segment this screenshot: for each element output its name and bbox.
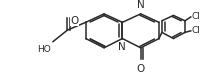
Text: N: N: [136, 0, 144, 10]
Text: HO: HO: [37, 45, 51, 54]
Text: N: N: [118, 42, 126, 52]
Text: Cl: Cl: [191, 26, 200, 35]
Text: O: O: [136, 64, 144, 74]
Text: Cl: Cl: [191, 12, 200, 21]
Text: O: O: [70, 16, 78, 26]
